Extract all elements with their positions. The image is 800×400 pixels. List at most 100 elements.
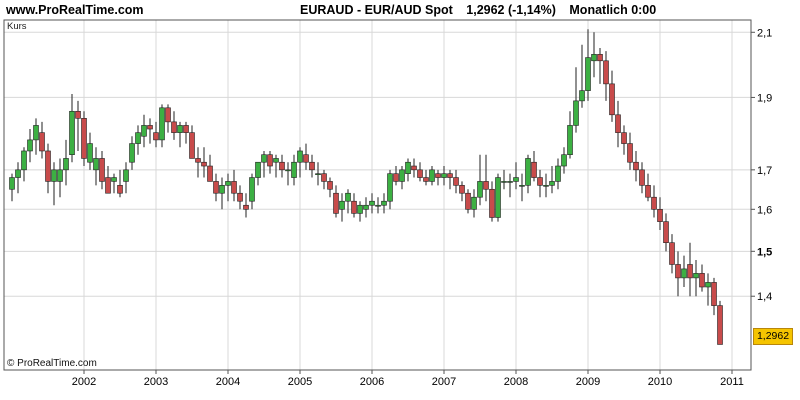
plot-frame	[3, 19, 752, 371]
candle-down	[453, 177, 459, 186]
candle-up	[501, 181, 507, 183]
candle-up	[681, 268, 687, 279]
candle-down	[597, 54, 603, 62]
candle-up	[441, 173, 447, 178]
candle-down	[417, 169, 423, 178]
candle-up	[399, 169, 405, 182]
last-price-badge: 1,2962	[753, 328, 793, 345]
candle-down	[165, 107, 171, 123]
candle-up	[405, 161, 411, 174]
candle-down	[99, 158, 105, 182]
x-tick-label: 2009	[576, 376, 600, 388]
x-axis: 2002 2003 2004 2005 2006 2007 2008 2009 2010 2011	[72, 370, 744, 388]
candle-up	[495, 177, 501, 218]
candle-down	[39, 132, 45, 152]
candle-up	[429, 169, 435, 182]
candles	[9, 29, 723, 345]
site-link[interactable]: www.ProRealTime.com	[6, 3, 144, 17]
candle-up	[555, 165, 561, 182]
candle-down	[201, 161, 207, 167]
candle-down	[171, 121, 177, 133]
candle-up	[219, 185, 225, 194]
candle-down	[237, 192, 243, 202]
candle-up	[123, 169, 129, 182]
candle-up	[261, 154, 267, 163]
candle-down	[645, 185, 651, 198]
candle-down	[75, 110, 81, 119]
candle-up	[63, 158, 69, 171]
candle-down	[423, 177, 429, 182]
candle-up	[345, 192, 351, 202]
candle-down	[435, 173, 441, 178]
candle-down	[687, 264, 693, 279]
candle-up	[57, 169, 63, 182]
candle-down	[105, 177, 111, 194]
candle-down	[393, 173, 399, 182]
candle-up	[561, 154, 567, 167]
candle-up	[705, 282, 711, 288]
x-tick-label: 2010	[648, 376, 672, 388]
candle-up	[177, 125, 183, 133]
candle-down	[321, 173, 327, 182]
candle-up	[363, 204, 369, 210]
candle-up	[255, 161, 261, 178]
candle-up	[141, 125, 147, 137]
x-tick-label: 2011	[720, 376, 744, 388]
candle-down	[231, 181, 237, 194]
candle-up	[387, 173, 393, 202]
candle-up	[111, 177, 117, 182]
candle-up	[51, 169, 57, 182]
candle-down	[531, 161, 537, 178]
y-tick-label: 1,9	[757, 92, 772, 104]
chart-title: EURAUD - EUR/AUD Spot 1,2962 (-1,14%) Mo…	[300, 3, 666, 17]
x-tick-label: 2004	[216, 376, 240, 388]
candle-down	[213, 181, 219, 194]
candle-up	[273, 158, 279, 163]
y-axis-label: Kurs	[7, 21, 27, 32]
candle-up	[135, 132, 141, 144]
candle-up	[513, 177, 519, 182]
candle-up	[375, 204, 381, 207]
candle-up	[579, 90, 585, 102]
candle-down	[483, 181, 489, 190]
candle-up	[693, 273, 699, 279]
candle-up	[357, 204, 363, 214]
candle-down	[711, 282, 717, 306]
x-tick-label: 2008	[504, 376, 528, 388]
y-tick-label: 1,7	[757, 165, 772, 177]
candle-down	[153, 132, 159, 141]
candle-up	[225, 181, 231, 186]
candle-down	[633, 161, 639, 171]
candle-up	[585, 57, 591, 91]
x-tick-label: 2002	[72, 376, 96, 388]
candle-up	[291, 161, 297, 178]
candle-down	[657, 209, 663, 222]
candle-down	[267, 154, 273, 167]
candle-up	[315, 173, 321, 175]
candle-up	[369, 200, 375, 206]
x-tick-label: 2003	[144, 376, 168, 388]
candle-down	[447, 173, 453, 178]
candle-up	[567, 125, 573, 155]
symbol-label: EURAUD - EUR/AUD Spot	[300, 3, 453, 17]
candle-down	[609, 83, 615, 116]
candle-up	[21, 150, 27, 171]
candle-down	[717, 305, 723, 345]
candle-up	[471, 196, 477, 210]
candle-down	[117, 185, 123, 194]
candle-up	[549, 181, 555, 186]
candle-up	[525, 158, 531, 186]
candle-up	[33, 125, 39, 141]
candle-up	[519, 185, 525, 187]
x-tick-label: 2007	[432, 376, 456, 388]
candle-down	[207, 165, 213, 182]
y-tick-label: 1,4	[757, 291, 772, 303]
x-tick-label: 2005	[288, 376, 312, 388]
candle-up	[249, 177, 255, 202]
candle-up	[543, 185, 549, 187]
candle-down	[183, 125, 189, 133]
candle-down	[243, 204, 249, 210]
candle-down	[627, 143, 633, 163]
